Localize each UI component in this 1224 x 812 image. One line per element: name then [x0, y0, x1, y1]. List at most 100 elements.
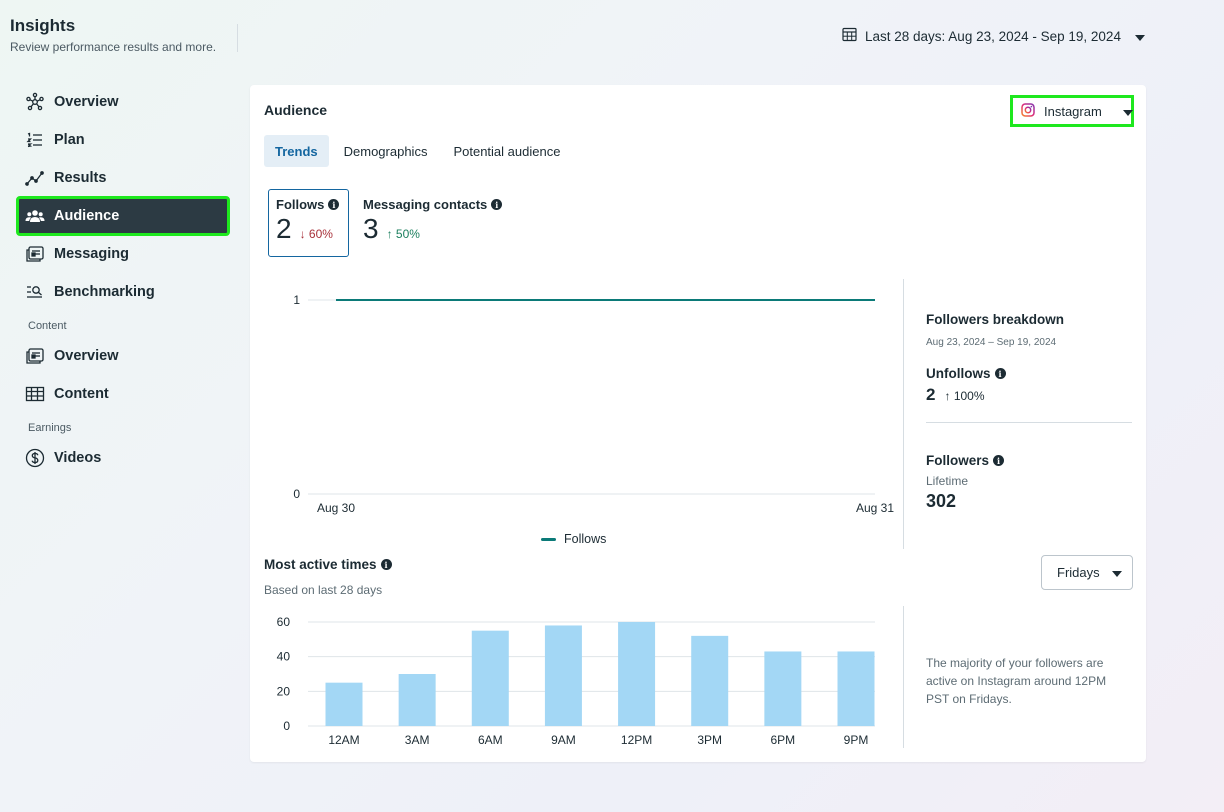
results-icon: [25, 168, 45, 188]
sidebar-section-content: Content: [28, 320, 67, 332]
y-tick-label: 0: [293, 487, 300, 501]
x-tick-label: 9PM: [844, 733, 869, 747]
info-icon[interactable]: i: [328, 199, 340, 210]
x-tick-label: 3AM: [405, 733, 430, 747]
unfollows-label: Unfollows: [926, 366, 991, 381]
metric-change: ↓ 60%: [300, 227, 333, 241]
sidebar-item-messaging[interactable]: Messaging: [18, 236, 228, 272]
bar-9pm: [837, 651, 875, 726]
info-icon[interactable]: i: [993, 455, 1005, 466]
metric-follows-header: Follows i: [276, 197, 348, 212]
y-tick-label: 1: [293, 293, 300, 307]
sidebar-item-content-overview[interactable]: Overview: [18, 338, 228, 374]
plan-icon: [25, 130, 45, 150]
unfollows-row: 2 ↑ 100%: [926, 385, 1006, 405]
sidebar-item-label: Overview: [54, 94, 119, 110]
calendar-icon: [842, 27, 857, 45]
unfollows-metric: Unfollows i 2 ↑ 100%: [926, 366, 1006, 405]
legend-swatch: [541, 537, 556, 541]
card-title: Audience: [264, 102, 328, 118]
sidebar-item-plan[interactable]: Plan: [18, 122, 228, 158]
content-overview-icon: [25, 346, 45, 366]
y-tick-label: 0: [283, 719, 290, 733]
x-tick-label: 9AM: [551, 733, 576, 747]
metric-messaging-contacts[interactable]: Messaging contacts i 3 ↑ 50%: [363, 189, 503, 244]
bar-3am: [398, 674, 436, 726]
sidebar-item-videos[interactable]: Videos: [18, 440, 228, 476]
arrow-up-icon: ↑: [944, 389, 951, 403]
metric-change-value: 50%: [395, 227, 420, 241]
sidebar-item-results[interactable]: Results: [18, 160, 228, 196]
dollar-icon: [25, 448, 45, 468]
date-range-picker[interactable]: Last 28 days: Aug 23, 2024 - Sep 19, 202…: [842, 27, 1145, 45]
info-icon[interactable]: i: [994, 368, 1006, 379]
info-icon[interactable]: i: [380, 559, 392, 570]
sidebar-item-benchmarking[interactable]: Benchmarking: [18, 274, 228, 310]
sidebar-item-label: Results: [54, 170, 107, 186]
sidebar-item-label: Benchmarking: [54, 284, 155, 300]
page-title: Insights: [10, 16, 76, 35]
chevron-down-icon: [1111, 565, 1122, 580]
chart-legend: Follows: [541, 532, 606, 546]
platform-dropdown[interactable]: Instagram: [1010, 95, 1134, 127]
chevron-down-icon: [1122, 104, 1133, 119]
tab-potential-audience[interactable]: Potential audience: [453, 143, 561, 159]
x-tick-label: Aug 30: [317, 501, 355, 515]
info-icon[interactable]: i: [491, 199, 503, 210]
arrow-up-icon: ↑: [386, 227, 393, 241]
followers-metric: Followers i Lifetime 302: [926, 453, 1005, 512]
y-tick-label: 20: [277, 684, 291, 698]
audience-icon: [25, 206, 45, 226]
most-active-subtitle: Based on last 28 days: [264, 583, 383, 597]
tab-trends[interactable]: Trends: [264, 135, 329, 167]
unfollows-change: ↑ 100%: [944, 389, 984, 403]
sidebar-item-label: Videos: [54, 450, 102, 466]
y-tick-label: 40: [277, 650, 291, 664]
sidebar-item-overview[interactable]: Overview: [18, 84, 228, 120]
header-divider: [237, 24, 238, 52]
bar-9am: [544, 625, 582, 726]
followers-lifetime: Lifetime: [926, 474, 969, 488]
sidebar-item-label: Plan: [54, 132, 85, 148]
metric-row: 2 ↓ 60%: [276, 214, 348, 244]
sidebar-item-label: Content: [54, 386, 109, 402]
x-tick-label: Aug 31: [856, 501, 894, 515]
metric-change-value: 60%: [308, 227, 333, 241]
metric-change: ↑ 50%: [387, 227, 420, 241]
bar-12pm: [618, 622, 656, 726]
date-range-label: Last 28 days: Aug 23, 2024 - Sep 19, 202…: [865, 28, 1121, 44]
breakdown-divider: [926, 422, 1132, 423]
follows-line-chart: 0 1 Aug 30 Aug 31: [293, 293, 894, 515]
sidebar: Overview Plan Results Audience Messaging…: [16, 84, 230, 478]
day-selector-dropdown[interactable]: Fridays: [1041, 555, 1133, 590]
arrow-down-icon: ↓: [299, 227, 306, 241]
followers-header: Followers i: [926, 453, 1005, 468]
chevron-down-icon: [1134, 29, 1145, 44]
bar-12am: [325, 682, 363, 726]
x-tick-label: 6PM: [771, 733, 796, 747]
metric-value: 3: [363, 213, 379, 244]
most-active-insight: The majority of your followers are activ…: [926, 656, 1107, 706]
metric-row: 3 ↑ 50%: [363, 214, 502, 244]
metric-follows[interactable]: Follows i 2 ↓ 60%: [268, 189, 349, 257]
bar-6pm: [764, 651, 802, 726]
most-active-bar-chart: 0 20 40 60 12AM 3AM 6AM 9AM 12PM 3PM 6PM 9PM: [277, 615, 875, 747]
sidebar-item-label: Overview: [54, 348, 119, 364]
metric-value: 2: [276, 213, 292, 244]
metric-label: Messaging contacts: [363, 197, 488, 212]
y-tick-label: 60: [277, 615, 291, 629]
platform-label: Instagram: [1044, 103, 1102, 119]
sidebar-item-content[interactable]: Content: [18, 376, 228, 412]
breakdown-title: Followers breakdown: [926, 312, 1065, 327]
followers-breakdown: Followers breakdown Aug 23, 2024 – Sep 1…: [926, 312, 1064, 348]
table-icon: [25, 384, 45, 404]
sidebar-item-audience[interactable]: Audience: [16, 196, 230, 236]
legend-label: Follows: [564, 532, 607, 546]
vertical-divider: [903, 279, 904, 549]
day-selector-label: Fridays: [1057, 565, 1100, 580]
tab-demographics[interactable]: Demographics: [343, 143, 428, 159]
metric-messaging-header: Messaging contacts i: [363, 197, 503, 212]
x-tick-label: 12AM: [328, 733, 359, 747]
bar-6am: [471, 630, 509, 726]
sidebar-item-label: Audience: [54, 208, 120, 224]
